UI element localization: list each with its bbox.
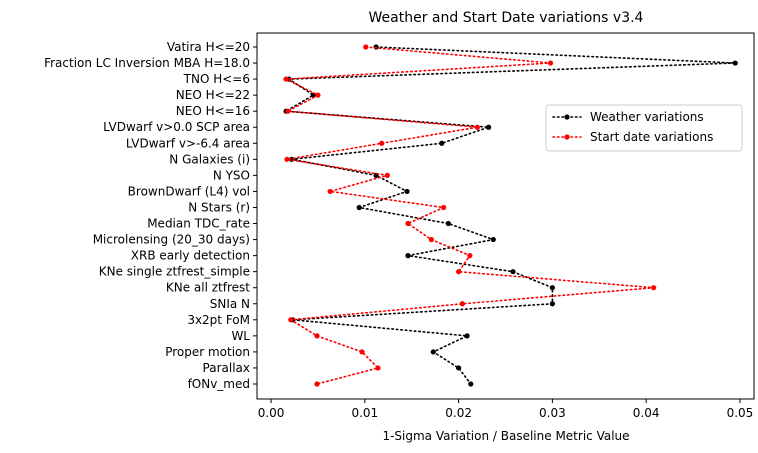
y-tick-label: Vatira H<=20 bbox=[167, 40, 250, 54]
plot-frame bbox=[256, 32, 755, 400]
data-point bbox=[732, 60, 738, 66]
x-tick-label: 0.01 bbox=[351, 406, 378, 420]
y-tick-label: Fraction LC Inversion MBA H=18.0 bbox=[44, 56, 250, 70]
x-axis-label: 1-Sigma Variation / Baseline Metric Valu… bbox=[382, 429, 629, 443]
chart-title: Weather and Start Date variations v3.4 bbox=[369, 10, 644, 26]
y-tick-label: KNe all ztfrest bbox=[166, 281, 250, 295]
data-point bbox=[456, 365, 462, 371]
data-point bbox=[356, 204, 362, 211]
data-point bbox=[359, 349, 365, 355]
x-axis: 0.00 0.01 0.02 0.03 0.04 0.05 bbox=[258, 399, 754, 420]
data-point bbox=[459, 301, 465, 307]
data-point bbox=[549, 301, 555, 307]
data-point bbox=[490, 236, 496, 243]
data-point bbox=[445, 220, 451, 227]
legend-marker bbox=[564, 114, 570, 120]
y-tick-label: Microlensing (20_30 days) bbox=[93, 233, 250, 247]
legend-marker bbox=[564, 134, 570, 140]
data-point bbox=[288, 317, 294, 323]
y-tick-label: SNIa N bbox=[210, 297, 250, 311]
data-point bbox=[314, 381, 320, 387]
x-tick-label: 0.05 bbox=[727, 406, 754, 420]
y-tick-label: fONv_med bbox=[188, 377, 250, 391]
y-tick-label: XRB early detection bbox=[131, 249, 250, 263]
data-point bbox=[405, 220, 411, 227]
y-tick-label: Median TDC_rate bbox=[147, 217, 250, 231]
y-tick-label: TNO H<=6 bbox=[183, 72, 250, 86]
data-point bbox=[405, 253, 411, 259]
y-tick-label: Proper motion bbox=[165, 345, 250, 359]
data-point bbox=[430, 349, 436, 355]
y-tick-label: N Stars (r) bbox=[188, 200, 250, 214]
y-tick-label: N YSO bbox=[213, 168, 250, 182]
data-point bbox=[456, 269, 462, 275]
y-tick-label: N Galaxies (i) bbox=[169, 152, 250, 166]
x-tick-label: 0.04 bbox=[633, 406, 660, 420]
y-tick-label: LVDwarf v>0.0 SCP area bbox=[103, 120, 250, 134]
y-tick-label: LVDwarf v>-6.4 area bbox=[126, 136, 250, 150]
y-tick-label: NEO H<=16 bbox=[176, 104, 250, 118]
data-point bbox=[327, 188, 333, 195]
data-point bbox=[464, 333, 470, 339]
data-point bbox=[315, 92, 321, 98]
data-point bbox=[486, 124, 492, 130]
data-point bbox=[283, 76, 289, 82]
data-point bbox=[379, 140, 385, 146]
y-tick-label: Parallax bbox=[203, 361, 250, 375]
data-point bbox=[474, 124, 480, 130]
legend-label: Start date variations bbox=[590, 130, 713, 144]
series-line bbox=[283, 46, 736, 385]
x-tick-label: 0.02 bbox=[445, 406, 472, 420]
data-point bbox=[373, 44, 379, 50]
data-point bbox=[547, 60, 554, 66]
data-point bbox=[468, 381, 474, 387]
data-point bbox=[439, 140, 445, 146]
data-point bbox=[384, 172, 390, 178]
data-point bbox=[467, 253, 473, 259]
legend-label: Weather variations bbox=[590, 110, 704, 124]
y-tick-label: 3x2pt FoM bbox=[187, 313, 250, 327]
data-point bbox=[651, 285, 657, 291]
data-point bbox=[428, 236, 435, 243]
legend: Weather variations Start date variations bbox=[545, 104, 743, 152]
data-point bbox=[284, 156, 290, 162]
data-point bbox=[285, 108, 291, 114]
x-tick-label: 0.03 bbox=[539, 406, 566, 420]
y-tick-label: NEO H<=22 bbox=[176, 88, 250, 102]
series-layer bbox=[283, 44, 738, 387]
y-axis: Vatira H<=20 Fraction LC Inversion MBA H=… bbox=[44, 40, 257, 391]
data-point bbox=[404, 188, 410, 195]
data-point bbox=[363, 44, 369, 50]
y-tick-label: KNe single ztfrest_simple bbox=[99, 265, 250, 279]
data-point bbox=[510, 269, 516, 275]
data-point bbox=[549, 285, 555, 291]
y-tick-label: BrownDwarf (L4) vol bbox=[128, 184, 250, 198]
legend-box bbox=[545, 104, 743, 152]
data-point bbox=[314, 333, 320, 339]
data-point bbox=[375, 365, 381, 371]
series-line bbox=[283, 46, 654, 385]
y-tick-label: WL bbox=[231, 329, 250, 343]
x-tick-label: 0.00 bbox=[258, 406, 285, 420]
data-point bbox=[441, 204, 447, 211]
